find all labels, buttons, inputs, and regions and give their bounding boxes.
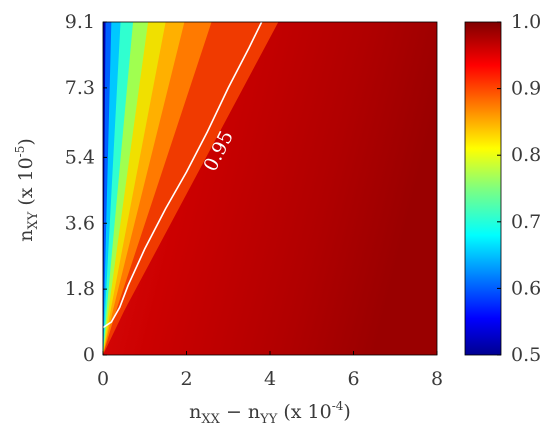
y-tick-label: 0 (83, 344, 95, 366)
y-tick-label: 1.8 (65, 278, 95, 300)
x-axis-label: nXX − nYY (x 10-4) (189, 399, 351, 427)
colorbar-tick-label: 0.6 (511, 277, 541, 299)
colorbar-gradient (464, 21, 502, 356)
x-tick-label: 2 (180, 368, 192, 390)
x-tick-label: 4 (264, 368, 276, 390)
x-tick-label: 6 (347, 368, 359, 390)
colorbar-tick-label: 0.5 (511, 344, 541, 366)
y-tick-label: 3.6 (65, 212, 95, 234)
y-tick-label: 5.4 (65, 146, 95, 168)
contour-line-095 (102, 21, 263, 329)
y-tick-label: 9.1 (65, 11, 95, 33)
x-tick-label: 8 (431, 368, 443, 390)
x-tick-label: 0 (97, 368, 109, 390)
heatmap-band (103, 22, 106, 355)
colorbar-tick-label: 0.9 (511, 78, 541, 100)
y-axis-label: nXY (x 10-5) (13, 138, 41, 242)
colorbar: 0.5 0.6 0.7 0.8 0.9 1.0 (464, 11, 541, 366)
colorbar-tick-label: 1.0 (511, 11, 541, 33)
y-tick-label: 7.3 (65, 77, 95, 99)
axes: 0 2 4 6 8 0 1.8 3.6 5.4 7.3 9.1 (65, 11, 443, 390)
colorbar-tick-label: 0.8 (511, 144, 541, 166)
colorbar-tick-label: 0.7 (511, 211, 541, 233)
heatmap-band (103, 22, 112, 355)
heatmap-area (103, 22, 437, 355)
